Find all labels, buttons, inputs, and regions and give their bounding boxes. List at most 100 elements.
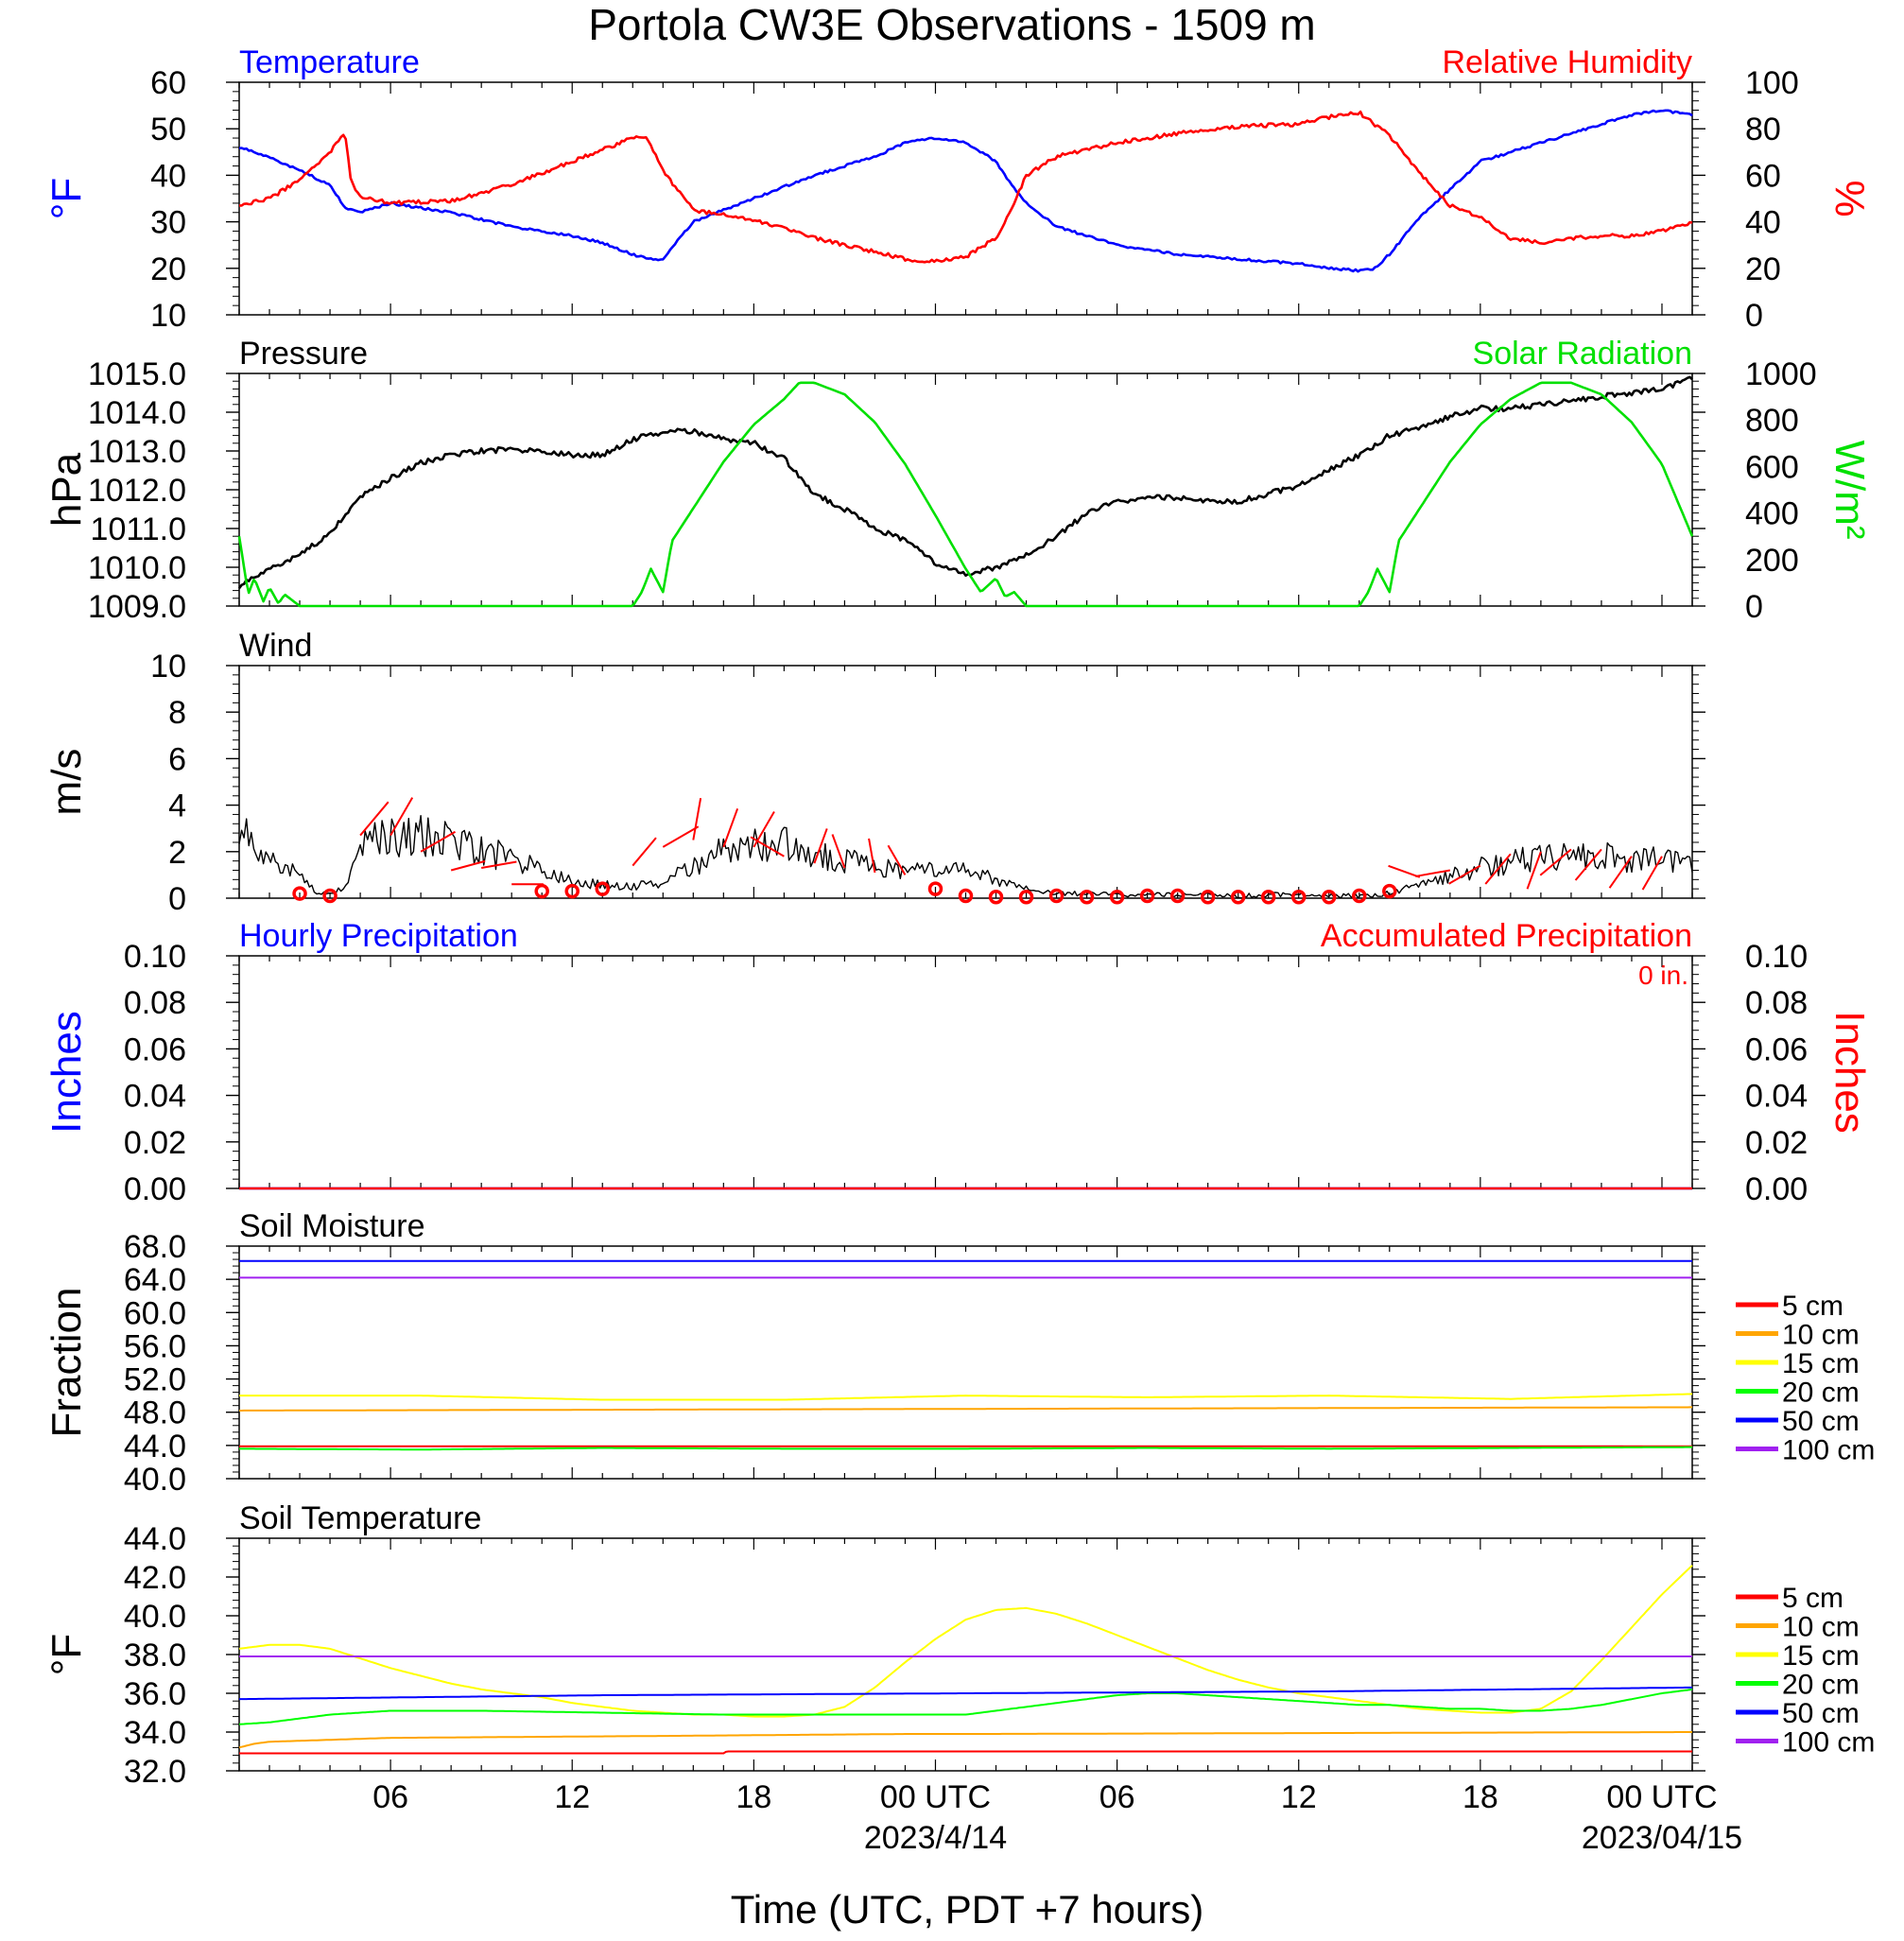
x-axis-label: Time (UTC, PDT +7 hours) <box>731 1887 1204 1932</box>
y-tick-label-right: 80 <box>1745 112 1781 147</box>
y-tick-label-left: 40 <box>150 158 186 194</box>
y-tick-label-right: 20 <box>1745 251 1781 287</box>
wind-barb-calm <box>1018 890 1034 905</box>
legend-label: 5 cm <box>1782 1291 1843 1322</box>
wind-barb-calm <box>988 890 1004 905</box>
series-line-20-cm <box>239 1446 1692 1451</box>
panel-temp_rh: 10 20 30 40 50 60 0 20 40 60 80 100 Temperature Relat… <box>43 44 1873 334</box>
panel-pressure_solar: 1009.01010.01011.01012.01013.01014.01015… <box>43 336 1873 625</box>
y-tick-label-left: 48.0 <box>124 1395 186 1431</box>
panel-title-left: Wind <box>239 628 312 664</box>
panel-title-right: Relative Humidity <box>1442 44 1692 80</box>
panel-title-left: Temperature <box>239 44 420 80</box>
y-tick-label-left: 2 <box>168 835 186 871</box>
x-tick-label: 12 <box>1281 1779 1317 1815</box>
wind-barb <box>389 797 414 837</box>
y-tick-label-right: 0.04 <box>1745 1079 1808 1115</box>
legend-label: 15 cm <box>1782 1640 1860 1672</box>
series-line-10-cm <box>239 1406 1692 1412</box>
legend-label: 50 cm <box>1782 1698 1860 1729</box>
wind-barb <box>1415 869 1451 877</box>
panel-soil_temperature: 32.034.036.038.040.042.044.0 Soil Tempera… <box>43 1500 1875 1790</box>
wind-barb-calm <box>958 888 974 904</box>
panel-title-left: Soil Moisture <box>239 1208 425 1244</box>
y-tick-label-left: 38.0 <box>124 1638 186 1673</box>
legend-label: 50 cm <box>1782 1406 1860 1437</box>
wind-barb <box>1608 856 1633 889</box>
y-tick-label-left: 0 <box>168 881 186 917</box>
y-tick-label-left: 1011.0 <box>91 511 186 547</box>
y-tick-label-left: 6 <box>168 741 186 777</box>
wind-barb <box>480 860 517 870</box>
series-line-20-cm <box>238 1688 1693 1725</box>
wind-barb-calm <box>1352 888 1367 904</box>
wind-barb-calm <box>1048 888 1065 904</box>
y-tick-label-left: 0.02 <box>124 1125 186 1161</box>
wind-barb <box>831 834 846 869</box>
wind-barb-calm <box>1382 883 1397 899</box>
y-tick-label-left: 10 <box>150 649 186 685</box>
wind-barb-calm <box>292 886 307 901</box>
y-tick-label-left: 52.0 <box>124 1362 186 1398</box>
legend-label: 5 cm <box>1782 1583 1843 1614</box>
y-axis-label-left: Inches <box>43 1011 90 1134</box>
y-tick-label-right: 60 <box>1745 158 1781 194</box>
y-tick-label-left: 8 <box>168 695 186 731</box>
wind-barb <box>1641 856 1663 891</box>
wind-barb <box>1484 853 1512 885</box>
x-tick-date-label: 2023/04/15 <box>1582 1820 1742 1856</box>
y-tick-label-left: 50 <box>150 112 186 147</box>
wind-barb-calm <box>1139 888 1155 904</box>
wind-barb <box>887 844 907 875</box>
x-tick-label: 06 <box>372 1779 408 1815</box>
y-tick-label-left: 44.0 <box>124 1521 186 1557</box>
wind-barb <box>722 807 739 848</box>
series-line-15-cm <box>239 1393 1693 1401</box>
y-tick-label-right: 0.06 <box>1745 1031 1808 1067</box>
y-tick-label-left: 44.0 <box>124 1429 186 1464</box>
panel-precip: 0.00 0.02 0.04 0.06 0.08 0.10 0.00 0.02 0.04 0.06… <box>43 918 1873 1207</box>
wind-barb <box>1388 864 1421 878</box>
series-line-10-cm <box>238 1731 1692 1749</box>
y-tick-label-left: 1009.0 <box>88 589 186 625</box>
y-axis-label-right: % <box>1826 180 1873 217</box>
x-tick-date-label: 2023/4/14 <box>864 1820 1007 1856</box>
wind-barb-calm <box>1290 890 1307 905</box>
panel-title-left: Hourly Precipitation <box>239 918 518 954</box>
wind-barb-calm <box>564 883 580 899</box>
wind-barb-calm <box>1322 890 1337 905</box>
y-tick-label-right: 0.02 <box>1745 1125 1808 1161</box>
wind-barb-calm <box>1200 890 1216 905</box>
y-tick-label-left: 42.0 <box>124 1560 186 1596</box>
wind-barb-calm <box>1260 890 1276 905</box>
y-tick-label-left: 10 <box>150 298 186 334</box>
series-line-relative-humidity <box>239 110 1693 264</box>
y-tick-label-right: 0 <box>1745 298 1763 334</box>
legend-label: 100 cm <box>1782 1727 1875 1759</box>
y-tick-label-left: 1015.0 <box>88 356 186 392</box>
legend-label: 10 cm <box>1782 1320 1860 1351</box>
wind-barb <box>450 859 486 872</box>
wind-barb <box>1526 851 1542 890</box>
y-tick-label-right: 1000 <box>1745 356 1817 392</box>
y-tick-label-left: 1010.0 <box>88 550 186 586</box>
wind-barb-calm <box>595 881 610 896</box>
y-axis-label-right: Inches <box>1826 1011 1873 1134</box>
y-tick-label-right: 0.10 <box>1745 939 1808 975</box>
wind-barb-calm <box>322 888 338 904</box>
wind-barb <box>1574 848 1602 881</box>
y-axis-label-left: Fraction <box>43 1288 90 1438</box>
panel-soil_moisture: 40.044.048.052.056.060.064.068.0 Soil Moi… <box>43 1208 1875 1498</box>
series-line-pressure <box>237 375 1693 590</box>
panel-annotation: 0 in. <box>1638 961 1688 990</box>
y-tick-label-right: 0.08 <box>1745 985 1808 1021</box>
wind-barb <box>1448 864 1481 885</box>
series-line-wind <box>238 815 1693 899</box>
y-tick-label-left: 1013.0 <box>88 434 186 470</box>
y-tick-label-left: 36.0 <box>124 1676 186 1712</box>
panel-frame <box>238 1537 1693 1772</box>
y-axis-label-left: °F <box>43 1634 90 1675</box>
series-line-15-cm <box>238 1564 1693 1718</box>
y-tick-label-left: 34.0 <box>124 1715 186 1751</box>
